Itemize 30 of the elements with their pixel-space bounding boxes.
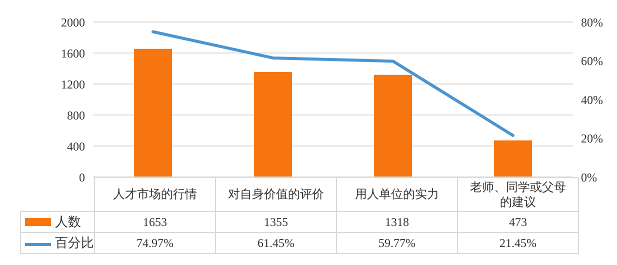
bar	[134, 48, 172, 177]
text: 21.45%	[500, 236, 536, 250]
y2-tick-label: 40%	[581, 92, 603, 107]
x-tick-label: 对自身价值的评价	[216, 178, 336, 212]
y-tick-label: 2000	[61, 15, 85, 30]
bar	[254, 72, 292, 177]
text: 59.77%	[378, 236, 416, 250]
x-tick-label: 用人单位的实力	[336, 178, 458, 212]
y-tick-label: 1200	[61, 77, 85, 92]
x-tick-label: 老师、同学或父母的建议	[458, 178, 578, 212]
y-tick-label: 800	[67, 108, 85, 122]
y2-tick-label: 60%	[581, 54, 603, 68]
bar	[494, 140, 532, 177]
text: 74.97%	[136, 236, 174, 250]
legend-label: 百分比	[20, 232, 94, 254]
line-series	[152, 30, 514, 137]
bar	[374, 74, 412, 177]
y2-tick-label: 0%	[581, 170, 597, 184]
y2-tick-label: 20%	[581, 132, 603, 146]
text: 1355	[264, 214, 288, 228]
y-tick-label: 400	[67, 139, 85, 154]
text: 473	[509, 214, 527, 228]
text: 1318	[385, 214, 409, 228]
x-tick-label: 人才市场的行情	[94, 178, 216, 212]
y-tick-label: 0	[79, 170, 85, 184]
y-tick-label: 1600	[61, 46, 85, 60]
text: 1653	[143, 214, 167, 228]
y2-tick-label: 80%	[581, 15, 603, 30]
legend-label: 人数	[20, 212, 94, 232]
text: 61.45%	[258, 236, 294, 250]
